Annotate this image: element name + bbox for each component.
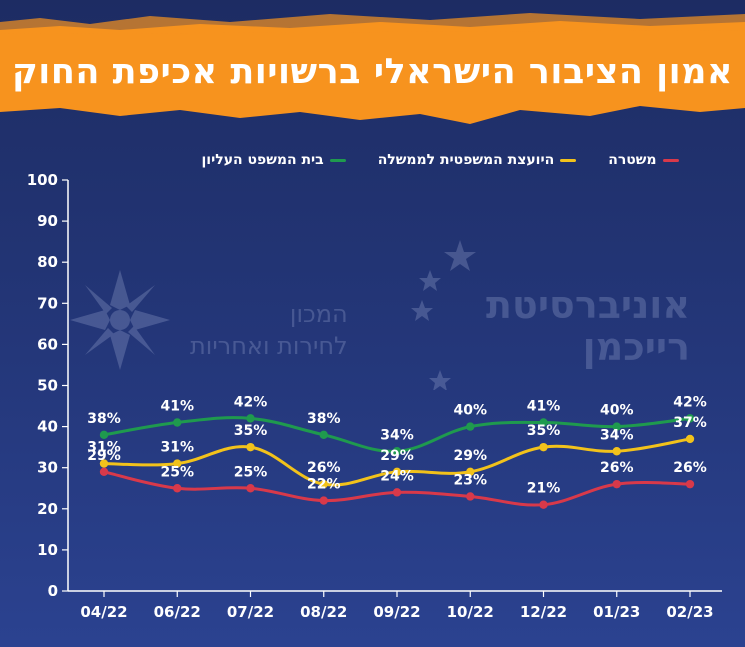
- data-label-attorney-general: 31%: [160, 440, 194, 456]
- data-point-attorney-general: [392, 467, 402, 477]
- chart-title: אמון הציבור הישראלי ברשויות אכיפת החוק: [12, 52, 733, 92]
- data-label-attorney-general: 34%: [600, 427, 634, 443]
- data-label-police: 21%: [527, 481, 561, 497]
- x-tick-label: 09/22: [373, 603, 420, 621]
- data-label-supreme-court: 40%: [453, 403, 487, 419]
- data-label-attorney-general: 29%: [453, 448, 487, 464]
- data-label-supreme-court: 41%: [527, 398, 561, 414]
- legend-swatch-police: [662, 158, 679, 162]
- y-tick-label: 100: [27, 171, 58, 189]
- data-point-supreme-court: [612, 422, 621, 431]
- y-tick-label: 10: [37, 541, 58, 559]
- x-tick-label: 01/23: [593, 603, 640, 621]
- data-point-attorney-general: [99, 459, 109, 468]
- data-label-attorney-general: 26%: [307, 460, 341, 476]
- data-point-supreme-court: [466, 422, 475, 431]
- data-point-supreme-court: [99, 430, 109, 440]
- y-tick-label: 20: [37, 500, 58, 518]
- legend-item-supreme-court: בית המשפט העליון: [201, 148, 346, 172]
- data-point-attorney-general: [466, 467, 475, 477]
- x-tick-label: 06/22: [154, 603, 201, 621]
- data-point-attorney-general: [539, 442, 548, 452]
- x-axis: 04/22 06/22 07/22 08/22 09/22 10/22 12/22 01/23…: [68, 590, 722, 621]
- data-point-attorney-general: [246, 442, 255, 452]
- data-label-police: 25%: [234, 464, 268, 480]
- data-point-police: [173, 484, 182, 493]
- y-axis: 0 10 20 30 40 50 60 70 80 90 100: [27, 171, 69, 600]
- data-point-police: [612, 479, 621, 489]
- data-label-attorney-general: 35%: [234, 423, 268, 439]
- legend-label-supreme-court: בית המשפט העליון: [201, 152, 324, 168]
- data-label-police: 29%: [87, 448, 121, 464]
- y-tick-label: 50: [37, 377, 58, 395]
- data-point-police: [466, 492, 475, 501]
- legend-item-attorney-general: היועצת המשפטית לממשלה: [378, 148, 577, 172]
- title-banner: [0, 13, 745, 124]
- chart-legend: בית המשפט העליון היועצת המשפטית לממשלה מ…: [150, 148, 730, 172]
- x-tick-label: 04/22: [80, 603, 127, 621]
- data-label-police: 25%: [160, 464, 194, 480]
- y-tick-label: 40: [37, 418, 58, 436]
- data-label-attorney-general: 31%: [87, 440, 121, 456]
- data-point-supreme-court: [539, 418, 548, 427]
- data-label-police: 26%: [600, 460, 634, 476]
- legend-item-police: משטרה: [608, 148, 679, 172]
- data-point-police: [539, 500, 548, 509]
- y-tick-label: 70: [37, 294, 58, 312]
- data-point-attorney-general: [612, 447, 621, 456]
- y-tick-label: 30: [37, 459, 58, 477]
- y-tick-label: 60: [37, 335, 58, 353]
- data-label-attorney-general: 29%: [380, 448, 414, 464]
- data-point-police: [319, 496, 328, 505]
- y-tick-label: 0: [48, 582, 58, 600]
- data-label-police: 24%: [380, 468, 414, 484]
- data-label-supreme-court: 41%: [160, 398, 194, 414]
- data-point-attorney-general: [173, 459, 182, 468]
- title-banner-shape: [0, 21, 745, 124]
- data-point-supreme-court: [685, 414, 695, 423]
- legend-swatch-attorney-general: [560, 158, 577, 162]
- data-point-police: [685, 479, 695, 489]
- data-point-supreme-court: [392, 447, 402, 456]
- legend-label-police: משטרה: [608, 152, 657, 168]
- data-labels-layer: 38%41% 42%38%34%40% 41% 40%42%31% 31%35%26%2…: [87, 394, 707, 496]
- x-tick-label: 12/22: [520, 603, 567, 621]
- data-label-police: 22%: [307, 477, 341, 493]
- data-label-supreme-court: 40%: [600, 403, 634, 419]
- y-tick-label: 80: [37, 253, 58, 271]
- data-point-supreme-court: [246, 414, 255, 423]
- data-label-police: 26%: [673, 460, 707, 476]
- data-label-supreme-court: 38%: [307, 411, 341, 427]
- data-point-police: [246, 484, 255, 493]
- legend-label-attorney-general: היועצת המשפטית לממשלה: [377, 152, 555, 168]
- y-tick-label: 90: [37, 212, 58, 230]
- data-label-attorney-general: 35%: [527, 423, 561, 439]
- title-banner-edge: [0, 13, 745, 34]
- data-label-attorney-general: 37%: [673, 415, 707, 431]
- data-label-supreme-court: 42%: [673, 394, 707, 410]
- x-tick-label: 07/22: [227, 603, 274, 621]
- data-point-police: [392, 488, 402, 497]
- series-layer: [99, 414, 695, 509]
- data-label-supreme-court: 42%: [234, 394, 268, 410]
- data-point-attorney-general: [319, 479, 328, 489]
- data-point-supreme-court: [173, 418, 182, 427]
- legend-swatch-supreme-court: [329, 158, 346, 162]
- x-tick-label: 08/22: [300, 603, 347, 621]
- x-tick-label: 02/23: [666, 603, 713, 621]
- data-point-attorney-general: [685, 434, 695, 444]
- data-label-supreme-court: 38%: [87, 411, 121, 427]
- data-label-supreme-court: 34%: [380, 427, 414, 443]
- data-point-police: [99, 467, 109, 477]
- data-point-supreme-court: [319, 430, 328, 440]
- x-tick-label: 10/22: [447, 603, 494, 621]
- data-label-police: 23%: [453, 472, 487, 488]
